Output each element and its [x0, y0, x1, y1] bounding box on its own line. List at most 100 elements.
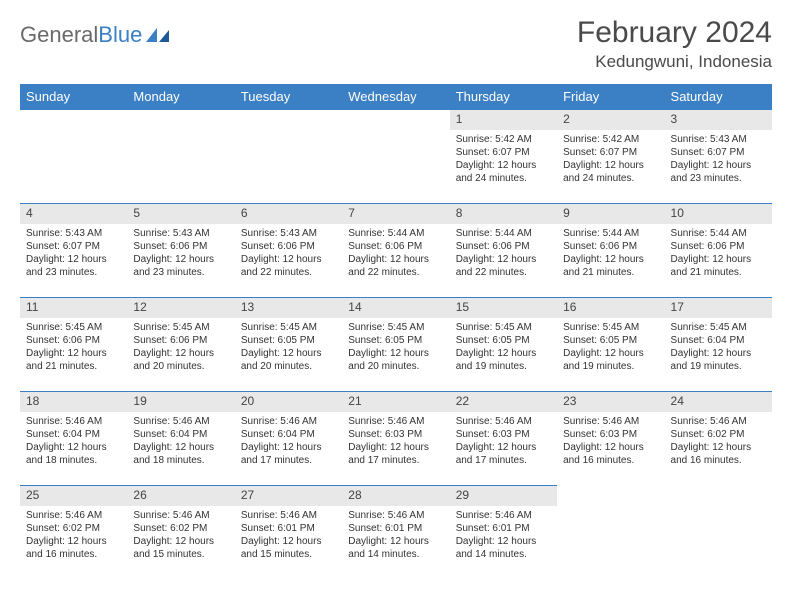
- calendar-week-row: 25Sunrise: 5:46 AMSunset: 6:02 PMDayligh…: [20, 486, 772, 580]
- empty-cell: [557, 486, 664, 580]
- sunset-text: Sunset: 6:06 PM: [133, 240, 228, 253]
- empty-cell: [665, 486, 772, 580]
- day-info: Sunrise: 5:44 AMSunset: 6:06 PMDaylight:…: [348, 227, 443, 279]
- sunset-text: Sunset: 6:04 PM: [241, 428, 336, 441]
- calendar-table: Sunday Monday Tuesday Wednesday Thursday…: [20, 84, 772, 580]
- daylight-text: Daylight: 12 hours and 17 minutes.: [241, 441, 336, 467]
- logo-text: GeneralBlue: [20, 22, 142, 48]
- sunrise-text: Sunrise: 5:46 AM: [133, 415, 228, 428]
- sunset-text: Sunset: 6:06 PM: [348, 240, 443, 253]
- day-cell: 4 Sunrise: 5:43 AMSunset: 6:07 PMDaylight…: [20, 204, 127, 298]
- daylight-text: Daylight: 12 hours and 19 minutes.: [456, 347, 551, 373]
- day-number: 23: [557, 392, 664, 412]
- day-info: Sunrise: 5:45 AMSunset: 6:04 PMDaylight:…: [671, 321, 766, 373]
- day-cell: 22Sunrise: 5:46 AMSunset: 6:03 PMDayligh…: [450, 392, 557, 486]
- daylight-text: Daylight: 12 hours and 15 minutes.: [241, 535, 336, 561]
- sunset-text: Sunset: 6:02 PM: [133, 522, 228, 535]
- day-number: 8: [450, 204, 557, 224]
- day-number: 20: [235, 392, 342, 412]
- day-info: Sunrise: 5:46 AMSunset: 6:02 PMDaylight:…: [671, 415, 766, 467]
- daylight-text: Daylight: 12 hours and 16 minutes.: [563, 441, 658, 467]
- day-number: 9: [557, 204, 664, 224]
- title-block: February 2024 Kedungwuni, Indonesia: [577, 16, 772, 72]
- sunrise-text: Sunrise: 5:46 AM: [348, 509, 443, 522]
- day-cell: 21Sunrise: 5:46 AMSunset: 6:03 PMDayligh…: [342, 392, 449, 486]
- day-number: 18: [20, 392, 127, 412]
- sunset-text: Sunset: 6:01 PM: [456, 522, 551, 535]
- day-cell: 2Sunrise: 5:42 AMSunset: 6:07 PMDaylight…: [557, 110, 664, 204]
- weekday-saturday: Saturday: [665, 84, 772, 110]
- day-cell: 19Sunrise: 5:46 AMSunset: 6:04 PMDayligh…: [127, 392, 234, 486]
- sunset-text: Sunset: 6:06 PM: [26, 334, 121, 347]
- sunrise-text: Sunrise: 5:45 AM: [26, 321, 121, 334]
- daylight-text: Daylight: 12 hours and 22 minutes.: [241, 253, 336, 279]
- daylight-text: Daylight: 12 hours and 14 minutes.: [348, 535, 443, 561]
- empty-cell: [20, 110, 127, 204]
- day-cell: 7 Sunrise: 5:44 AMSunset: 6:06 PMDaylight…: [342, 204, 449, 298]
- sunrise-text: Sunrise: 5:44 AM: [456, 227, 551, 240]
- day-info: Sunrise: 5:43 AMSunset: 6:07 PMDaylight:…: [671, 133, 766, 185]
- sunrise-text: Sunrise: 5:46 AM: [26, 509, 121, 522]
- sunrise-text: Sunrise: 5:44 AM: [348, 227, 443, 240]
- weekday-sunday: Sunday: [20, 84, 127, 110]
- sunrise-text: Sunrise: 5:42 AM: [456, 133, 551, 146]
- daylight-text: Daylight: 12 hours and 17 minutes.: [456, 441, 551, 467]
- weekday-tuesday: Tuesday: [235, 84, 342, 110]
- sunrise-text: Sunrise: 5:45 AM: [456, 321, 551, 334]
- day-info: Sunrise: 5:45 AMSunset: 6:06 PMDaylight:…: [133, 321, 228, 373]
- sunrise-text: Sunrise: 5:43 AM: [671, 133, 766, 146]
- sunset-text: Sunset: 6:01 PM: [241, 522, 336, 535]
- day-number: 1: [450, 110, 557, 130]
- empty-cell: [342, 110, 449, 204]
- sunrise-text: Sunrise: 5:46 AM: [26, 415, 121, 428]
- day-cell: 12Sunrise: 5:45 AMSunset: 6:06 PMDayligh…: [127, 298, 234, 392]
- day-cell: 17Sunrise: 5:45 AMSunset: 6:04 PMDayligh…: [665, 298, 772, 392]
- sunrise-text: Sunrise: 5:46 AM: [671, 415, 766, 428]
- sunset-text: Sunset: 6:05 PM: [563, 334, 658, 347]
- day-cell: 3Sunrise: 5:43 AMSunset: 6:07 PMDaylight…: [665, 110, 772, 204]
- sunset-text: Sunset: 6:06 PM: [133, 334, 228, 347]
- day-number: 14: [342, 298, 449, 318]
- day-number: 28: [342, 486, 449, 506]
- day-number: 4: [20, 204, 127, 224]
- logo-word-2: Blue: [98, 22, 142, 47]
- sunrise-text: Sunrise: 5:46 AM: [456, 509, 551, 522]
- empty-cell: [235, 110, 342, 204]
- day-number: 22: [450, 392, 557, 412]
- day-cell: 10Sunrise: 5:44 AMSunset: 6:06 PMDayligh…: [665, 204, 772, 298]
- day-number: 10: [665, 204, 772, 224]
- daylight-text: Daylight: 12 hours and 17 minutes.: [348, 441, 443, 467]
- day-cell: 26Sunrise: 5:46 AMSunset: 6:02 PMDayligh…: [127, 486, 234, 580]
- logo-word-1: General: [20, 22, 98, 47]
- calendar-week-row: 4 Sunrise: 5:43 AMSunset: 6:07 PMDaylight…: [20, 204, 772, 298]
- logo-sail-icon: [146, 26, 170, 44]
- calendar-week-row: 11Sunrise: 5:45 AMSunset: 6:06 PMDayligh…: [20, 298, 772, 392]
- day-info: Sunrise: 5:46 AMSunset: 6:01 PMDaylight:…: [348, 509, 443, 561]
- daylight-text: Daylight: 12 hours and 20 minutes.: [241, 347, 336, 373]
- daylight-text: Daylight: 12 hours and 24 minutes.: [456, 159, 551, 185]
- day-cell: 9Sunrise: 5:44 AMSunset: 6:06 PMDaylight…: [557, 204, 664, 298]
- sunrise-text: Sunrise: 5:45 AM: [133, 321, 228, 334]
- day-info: Sunrise: 5:45 AMSunset: 6:05 PMDaylight:…: [241, 321, 336, 373]
- day-cell: 18Sunrise: 5:46 AMSunset: 6:04 PMDayligh…: [20, 392, 127, 486]
- sunset-text: Sunset: 6:03 PM: [348, 428, 443, 441]
- day-info: Sunrise: 5:45 AMSunset: 6:05 PMDaylight:…: [348, 321, 443, 373]
- daylight-text: Daylight: 12 hours and 20 minutes.: [348, 347, 443, 373]
- daylight-text: Daylight: 12 hours and 21 minutes.: [26, 347, 121, 373]
- month-title: February 2024: [577, 16, 772, 50]
- sunrise-text: Sunrise: 5:45 AM: [348, 321, 443, 334]
- day-cell: 14 Sunrise: 5:45 AMSunset: 6:05 PMDayligh…: [342, 298, 449, 392]
- header: GeneralBlue February 2024 Kedungwuni, In…: [20, 16, 772, 72]
- sunset-text: Sunset: 6:05 PM: [348, 334, 443, 347]
- day-info: Sunrise: 5:45 AMSunset: 6:05 PMDaylight:…: [456, 321, 551, 373]
- day-info: Sunrise: 5:42 AMSunset: 6:07 PMDaylight:…: [563, 133, 658, 185]
- day-cell: 6Sunrise: 5:43 AMSunset: 6:06 PMDaylight…: [235, 204, 342, 298]
- day-info: Sunrise: 5:43 AMSunset: 6:07 PMDaylight:…: [26, 227, 121, 279]
- day-number: 21: [342, 392, 449, 412]
- sunset-text: Sunset: 6:01 PM: [348, 522, 443, 535]
- daylight-text: Daylight: 12 hours and 22 minutes.: [456, 253, 551, 279]
- sunset-text: Sunset: 6:02 PM: [26, 522, 121, 535]
- day-info: Sunrise: 5:42 AMSunset: 6:07 PMDaylight:…: [456, 133, 551, 185]
- day-number: 7: [342, 204, 449, 224]
- day-info: Sunrise: 5:46 AMSunset: 6:02 PMDaylight:…: [133, 509, 228, 561]
